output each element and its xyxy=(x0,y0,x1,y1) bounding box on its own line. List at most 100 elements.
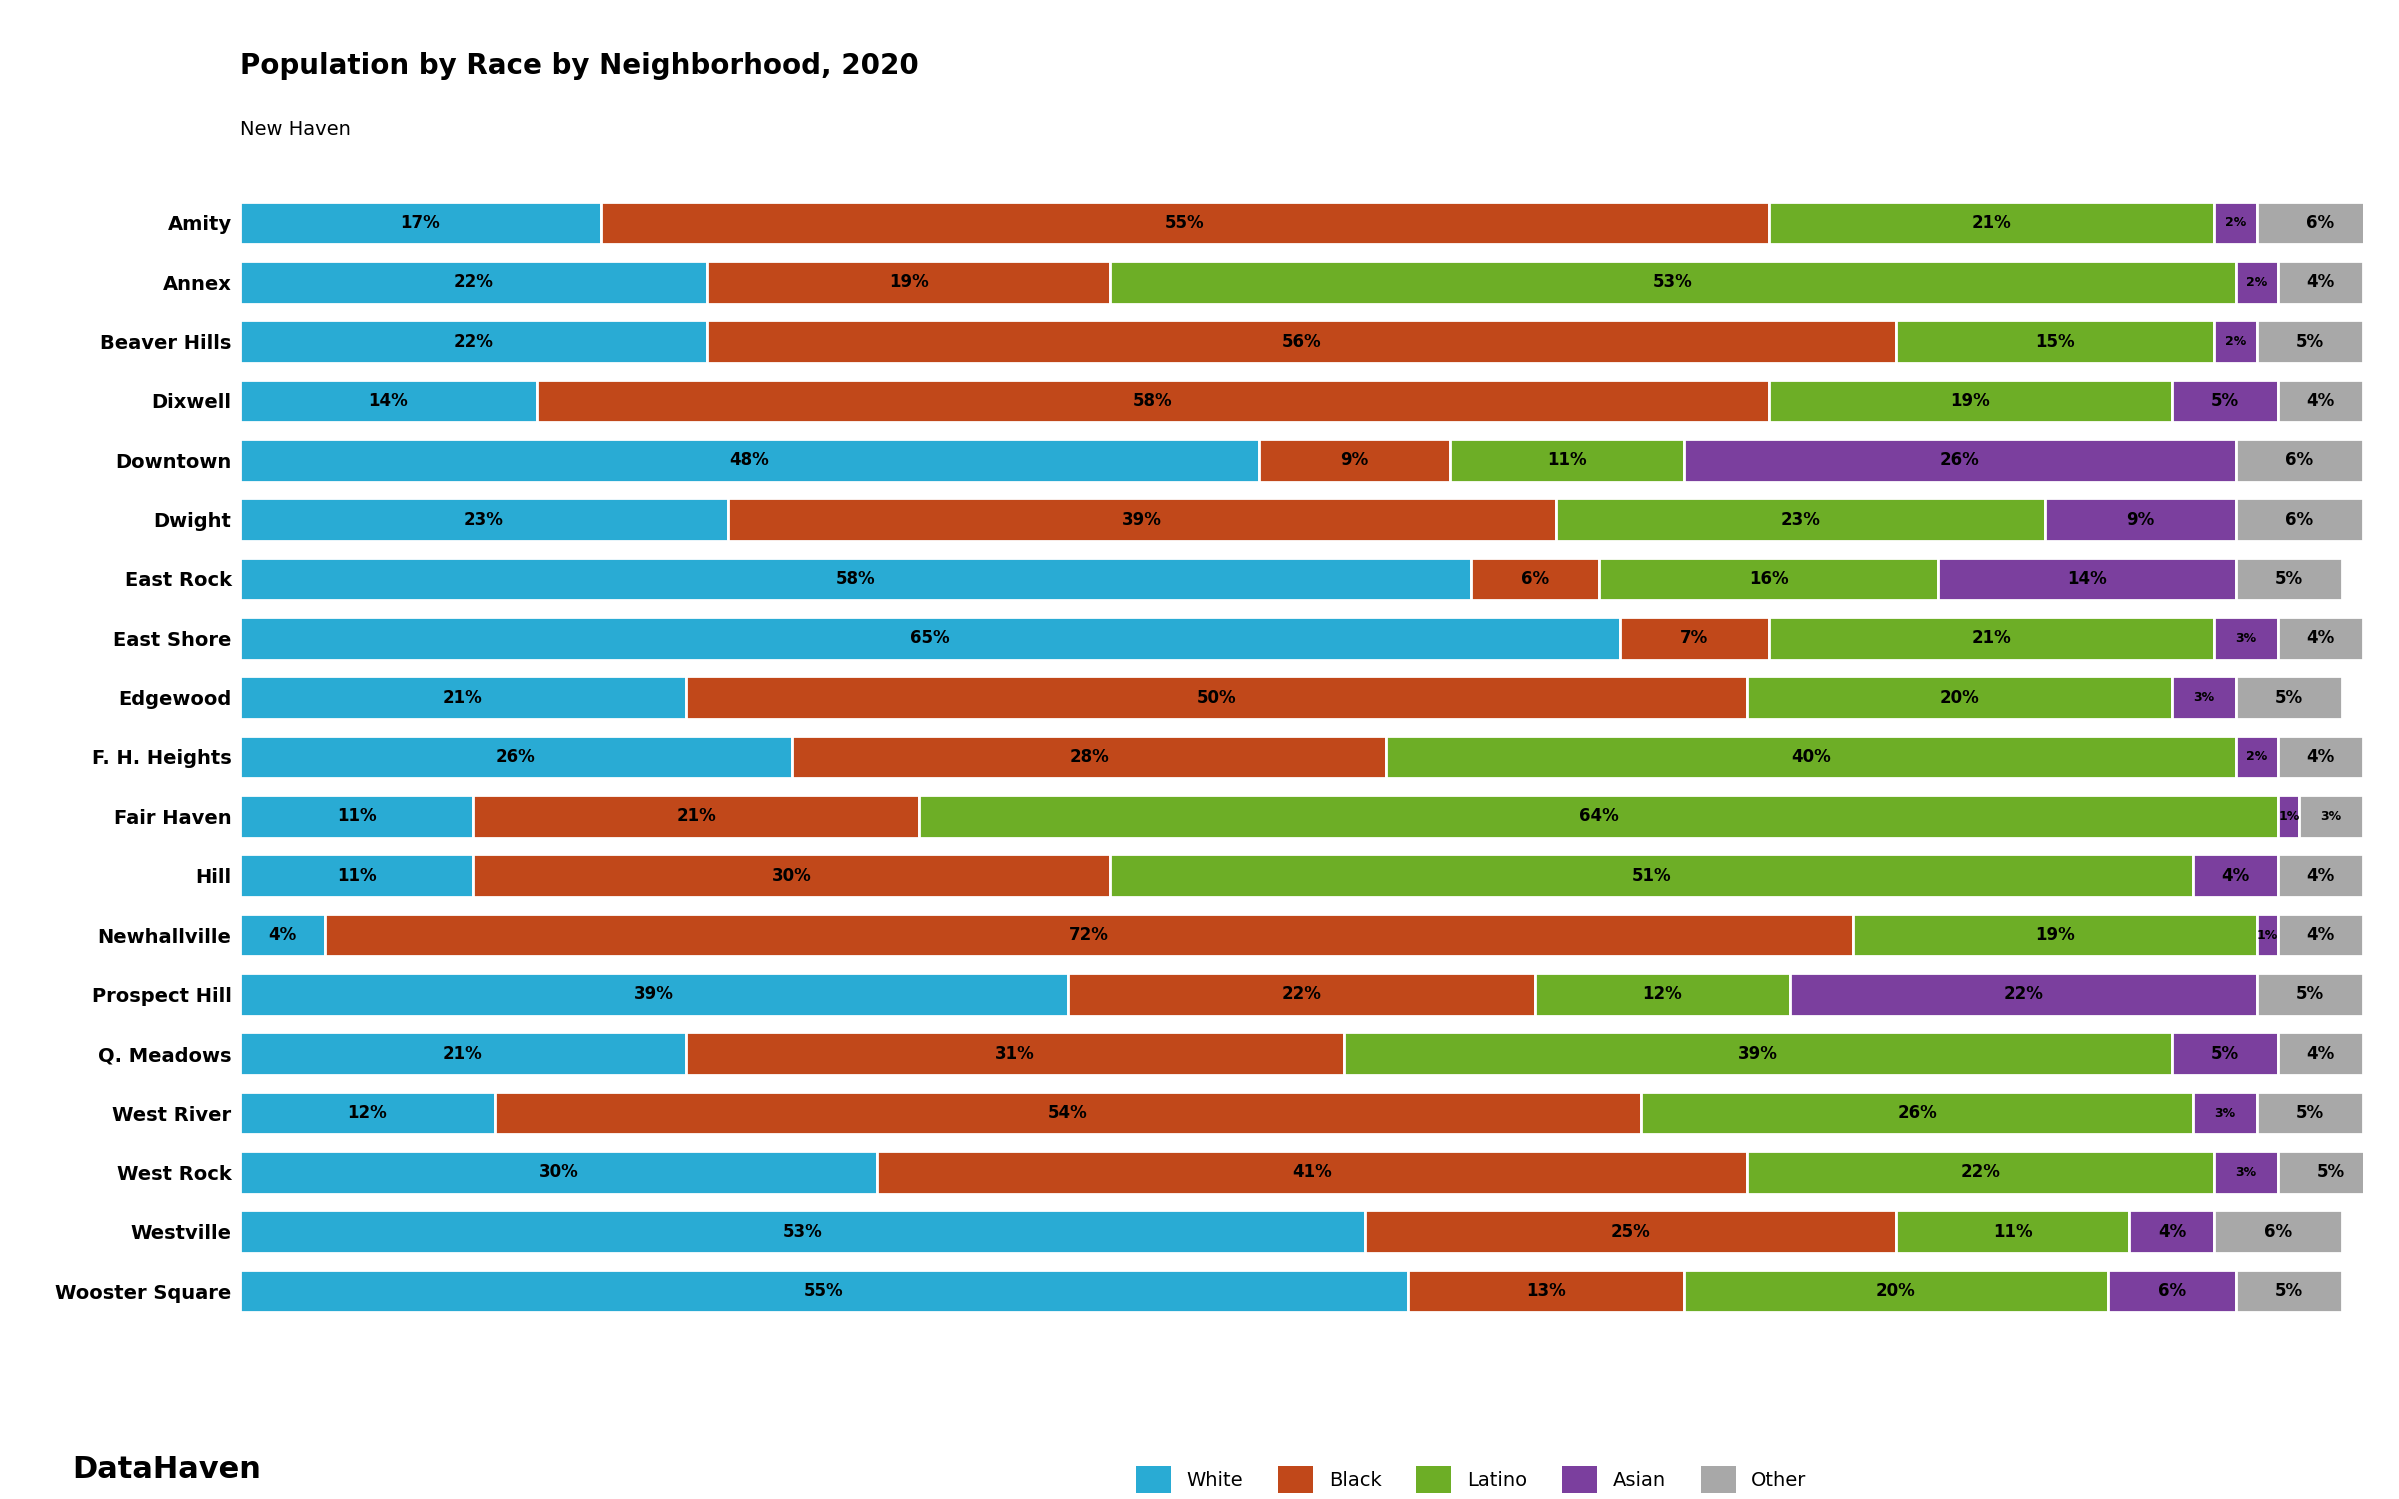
Bar xyxy=(1746,676,2171,720)
Bar xyxy=(2279,794,2298,838)
Bar xyxy=(240,854,473,896)
Bar xyxy=(2193,854,2279,896)
Bar xyxy=(240,973,1068,1016)
Bar xyxy=(1895,1210,2130,1253)
Text: 21%: 21% xyxy=(444,1045,482,1063)
Bar xyxy=(1111,854,2193,896)
Text: 50%: 50% xyxy=(1197,688,1235,706)
Bar xyxy=(1259,439,1449,481)
Text: 12%: 12% xyxy=(1643,985,1682,1003)
Bar xyxy=(1471,558,1598,601)
Bar xyxy=(1684,439,2236,481)
Bar xyxy=(2279,1151,2385,1193)
Bar xyxy=(1768,379,2171,423)
Bar xyxy=(2236,498,2363,541)
Text: 23%: 23% xyxy=(1780,511,1821,529)
Bar xyxy=(473,854,1111,896)
Text: 4%: 4% xyxy=(2305,748,2334,766)
Text: 21%: 21% xyxy=(677,808,717,826)
Bar xyxy=(240,1033,686,1075)
Bar xyxy=(1343,1033,2171,1075)
Text: 25%: 25% xyxy=(1610,1223,1651,1241)
Text: 55%: 55% xyxy=(804,1282,844,1300)
Bar xyxy=(240,1210,1365,1253)
Text: 21%: 21% xyxy=(444,688,482,706)
Text: 53%: 53% xyxy=(782,1223,823,1241)
Text: 22%: 22% xyxy=(2003,985,2044,1003)
Bar xyxy=(2279,914,2363,956)
Text: 5%: 5% xyxy=(2274,570,2303,588)
Bar xyxy=(240,1091,494,1135)
Bar xyxy=(2236,558,2341,601)
Bar xyxy=(2109,1270,2236,1313)
Bar xyxy=(1684,1270,2109,1313)
Text: 5%: 5% xyxy=(2212,1045,2238,1063)
Bar xyxy=(2236,676,2341,720)
Bar xyxy=(1768,618,2214,660)
Text: 41%: 41% xyxy=(1293,1163,1331,1181)
Text: 12%: 12% xyxy=(348,1103,386,1123)
Bar xyxy=(2214,321,2257,363)
Text: 58%: 58% xyxy=(1132,391,1173,411)
Text: 4%: 4% xyxy=(2305,866,2334,884)
Text: 11%: 11% xyxy=(336,866,377,884)
Text: 5%: 5% xyxy=(2274,688,2303,706)
Text: 54%: 54% xyxy=(1048,1103,1087,1123)
Text: 22%: 22% xyxy=(453,333,494,351)
Text: 2%: 2% xyxy=(2245,276,2267,289)
Text: 28%: 28% xyxy=(1070,748,1108,766)
Text: 51%: 51% xyxy=(1631,866,1672,884)
Bar xyxy=(2044,498,2236,541)
Bar xyxy=(2236,1270,2341,1313)
Bar xyxy=(1365,1210,1895,1253)
Bar xyxy=(2257,202,2385,244)
Text: 20%: 20% xyxy=(1876,1282,1917,1300)
Bar xyxy=(1111,261,2236,304)
Bar xyxy=(2214,202,2257,244)
Text: 4%: 4% xyxy=(269,926,297,944)
Bar xyxy=(2279,736,2363,778)
Bar xyxy=(1938,558,2236,601)
Bar xyxy=(2257,914,2279,956)
Text: 22%: 22% xyxy=(453,273,494,291)
Bar xyxy=(1746,1151,2214,1193)
Bar xyxy=(878,1151,1746,1193)
Text: 5%: 5% xyxy=(2212,391,2238,411)
Text: 4%: 4% xyxy=(2157,1223,2185,1241)
Bar xyxy=(240,261,708,304)
Bar xyxy=(1854,914,2257,956)
Text: 6%: 6% xyxy=(2286,451,2313,469)
Text: 11%: 11% xyxy=(1994,1223,2032,1241)
Bar xyxy=(2171,676,2236,720)
Text: 5%: 5% xyxy=(2296,985,2325,1003)
Bar xyxy=(1449,439,1684,481)
Text: 3%: 3% xyxy=(2193,691,2214,705)
Text: 55%: 55% xyxy=(1166,214,1204,232)
Text: 4%: 4% xyxy=(2305,1045,2334,1063)
Text: 26%: 26% xyxy=(1941,451,1979,469)
Bar xyxy=(2214,1151,2279,1193)
Text: 39%: 39% xyxy=(1737,1045,1778,1063)
Bar xyxy=(1408,1270,1684,1313)
Text: 2%: 2% xyxy=(2224,216,2245,229)
Text: 65%: 65% xyxy=(909,630,950,648)
Bar xyxy=(537,379,1768,423)
Bar xyxy=(2279,261,2363,304)
Text: 30%: 30% xyxy=(537,1163,578,1181)
Bar xyxy=(473,794,919,838)
Text: 2%: 2% xyxy=(2245,751,2267,763)
Bar xyxy=(240,618,1619,660)
Bar xyxy=(240,1270,1408,1313)
Text: 72%: 72% xyxy=(1070,926,1108,944)
Text: 5%: 5% xyxy=(2317,1163,2346,1181)
Bar xyxy=(2279,379,2363,423)
Bar xyxy=(240,794,473,838)
Text: 64%: 64% xyxy=(1579,808,1619,826)
Bar xyxy=(240,914,324,956)
Bar xyxy=(2236,736,2279,778)
Text: 19%: 19% xyxy=(888,273,928,291)
Text: 53%: 53% xyxy=(1653,273,1694,291)
Bar xyxy=(1768,202,2214,244)
Bar xyxy=(2130,1210,2214,1253)
Text: New Haven: New Haven xyxy=(240,120,350,139)
